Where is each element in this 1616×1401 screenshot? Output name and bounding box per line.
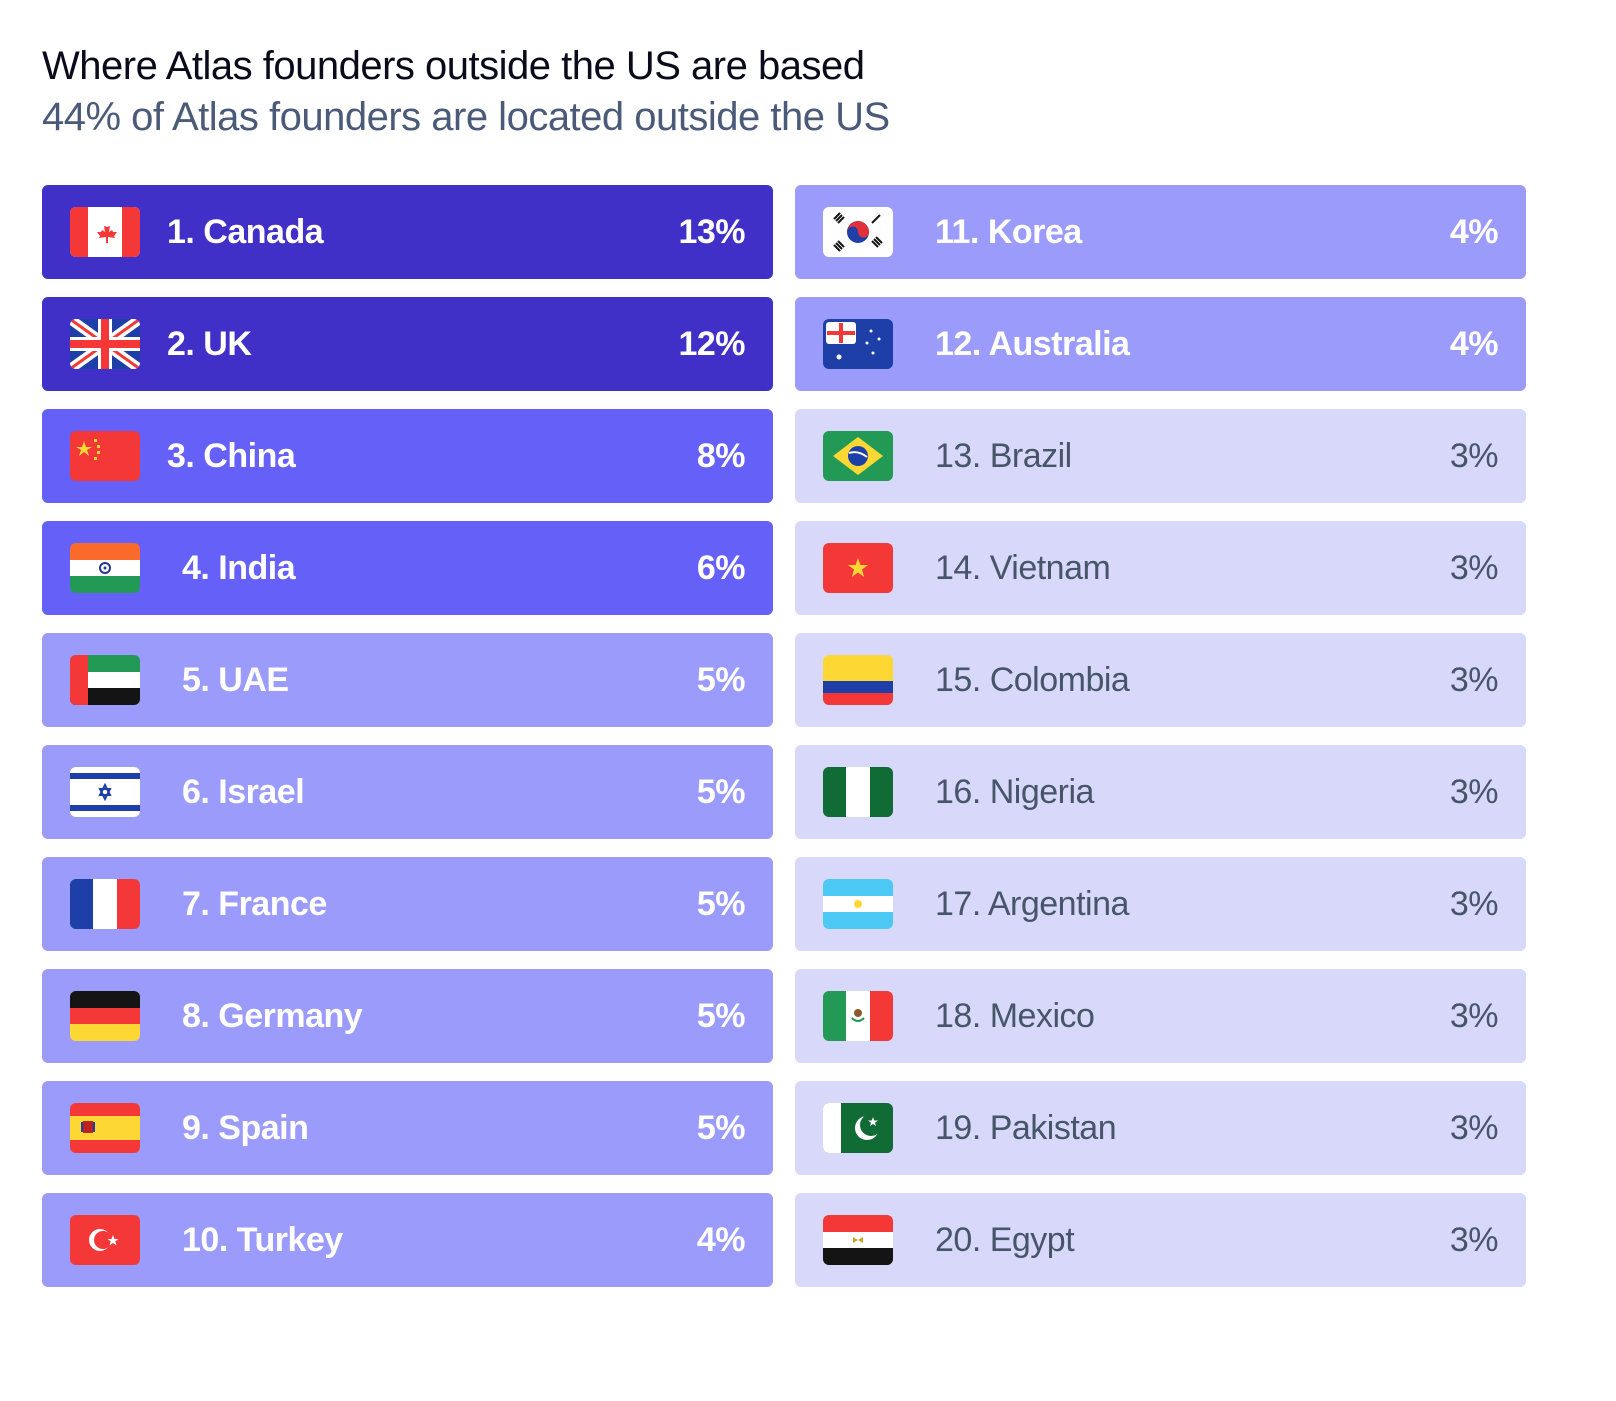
country-label: 3. China: [167, 436, 296, 475]
china-flag-icon: [70, 431, 140, 481]
country-label: 8. Germany: [182, 996, 363, 1035]
ranking-row: 9. Spain 5%: [42, 1081, 773, 1175]
ranking-row: 7. France 5%: [42, 857, 773, 951]
country-label: 4. India: [182, 548, 296, 587]
country-label: 18. Mexico: [935, 996, 1095, 1035]
egypt-flag-icon: [823, 1215, 893, 1265]
percent-value: 3%: [1449, 772, 1499, 811]
percent-value: 5%: [696, 660, 746, 699]
turkey-flag-icon: [70, 1215, 140, 1265]
ranking-row: 19. Pakistan 3%: [795, 1081, 1526, 1175]
ranking-column-right: 11. Korea 4% 12. Australia 4% 13. Brazil…: [795, 185, 1526, 1305]
ranking-row: 3. China 8%: [42, 409, 773, 503]
percent-value: 5%: [696, 884, 746, 923]
uk-flag-icon: [70, 319, 140, 369]
uae-flag-icon: [70, 655, 140, 705]
country-label: 5. UAE: [182, 660, 289, 699]
germany-flag-icon: [70, 991, 140, 1041]
country-label: 14. Vietnam: [935, 548, 1111, 587]
percent-value: 4%: [1449, 212, 1499, 251]
percent-value: 12%: [678, 324, 745, 363]
percent-value: 8%: [696, 436, 746, 475]
canada-flag-icon: [70, 207, 140, 257]
country-label: 1. Canada: [167, 212, 324, 251]
spain-flag-icon: [70, 1103, 140, 1153]
pakistan-flag-icon: [823, 1103, 893, 1153]
colombia-flag-icon: [823, 655, 893, 705]
country-label: 9. Spain: [182, 1108, 309, 1147]
country-label: 17. Argentina: [935, 884, 1129, 923]
country-label: 15. Colombia: [935, 660, 1130, 699]
ranking-row: 16. Nigeria 3%: [795, 745, 1526, 839]
brazil-flag-icon: [823, 431, 893, 481]
australia-flag-icon: [823, 319, 893, 369]
india-flag-icon: [70, 543, 140, 593]
page-subtitle: 44% of Atlas founders are located outsid…: [42, 95, 890, 139]
country-label: 20. Egypt: [935, 1220, 1075, 1259]
france-flag-icon: [70, 879, 140, 929]
ranking-row: 1. Canada 13%: [42, 185, 773, 279]
ranking-row: 8. Germany 5%: [42, 969, 773, 1063]
ranking-row: 14. Vietnam 3%: [795, 521, 1526, 615]
vietnam-flag-icon: [823, 543, 893, 593]
percent-value: 5%: [696, 772, 746, 811]
ranking-row: 4. India 6%: [42, 521, 773, 615]
ranking-row: 10. Turkey 4%: [42, 1193, 773, 1287]
country-label: 13. Brazil: [935, 436, 1072, 475]
percent-value: 3%: [1449, 1108, 1499, 1147]
ranking-row: 20. Egypt 3%: [795, 1193, 1526, 1287]
percent-value: 6%: [696, 548, 746, 587]
ranking-row: 17. Argentina 3%: [795, 857, 1526, 951]
mexico-flag-icon: [823, 991, 893, 1041]
ranking-row: 18. Mexico 3%: [795, 969, 1526, 1063]
percent-value: 3%: [1449, 996, 1499, 1035]
percent-value: 4%: [1449, 324, 1499, 363]
country-label: 7. France: [182, 884, 327, 923]
argentina-flag-icon: [823, 879, 893, 929]
korea-flag-icon: [823, 207, 893, 257]
nigeria-flag-icon: [823, 767, 893, 817]
country-label: 11. Korea: [935, 212, 1082, 251]
percent-value: 5%: [696, 1108, 746, 1147]
country-label: 16. Nigeria: [935, 772, 1094, 811]
ranking-row: 12. Australia 4%: [795, 297, 1526, 391]
page-title: Where Atlas founders outside the US are …: [42, 44, 865, 88]
percent-value: 4%: [696, 1220, 746, 1259]
ranking-column-left: 1. Canada 13% 2. UK 12% 3. China 8% 4. I…: [42, 185, 773, 1305]
israel-flag-icon: [70, 767, 140, 817]
percent-value: 3%: [1449, 884, 1499, 923]
ranking-row: 2. UK 12%: [42, 297, 773, 391]
country-label: 10. Turkey: [182, 1220, 343, 1259]
percent-value: 3%: [1449, 660, 1499, 699]
country-label: 6. Israel: [182, 772, 305, 811]
ranking-row: 15. Colombia 3%: [795, 633, 1526, 727]
ranking-row: 5. UAE 5%: [42, 633, 773, 727]
country-label: 12. Australia: [935, 324, 1130, 363]
country-label: 2. UK: [167, 324, 252, 363]
ranking-row: 13. Brazil 3%: [795, 409, 1526, 503]
percent-value: 13%: [678, 212, 745, 251]
percent-value: 3%: [1449, 548, 1499, 587]
ranking-row: 6. Israel 5%: [42, 745, 773, 839]
percent-value: 3%: [1449, 436, 1499, 475]
ranking-row: 11. Korea 4%: [795, 185, 1526, 279]
country-label: 19. Pakistan: [935, 1108, 1117, 1147]
percent-value: 3%: [1449, 1220, 1499, 1259]
percent-value: 5%: [696, 996, 746, 1035]
